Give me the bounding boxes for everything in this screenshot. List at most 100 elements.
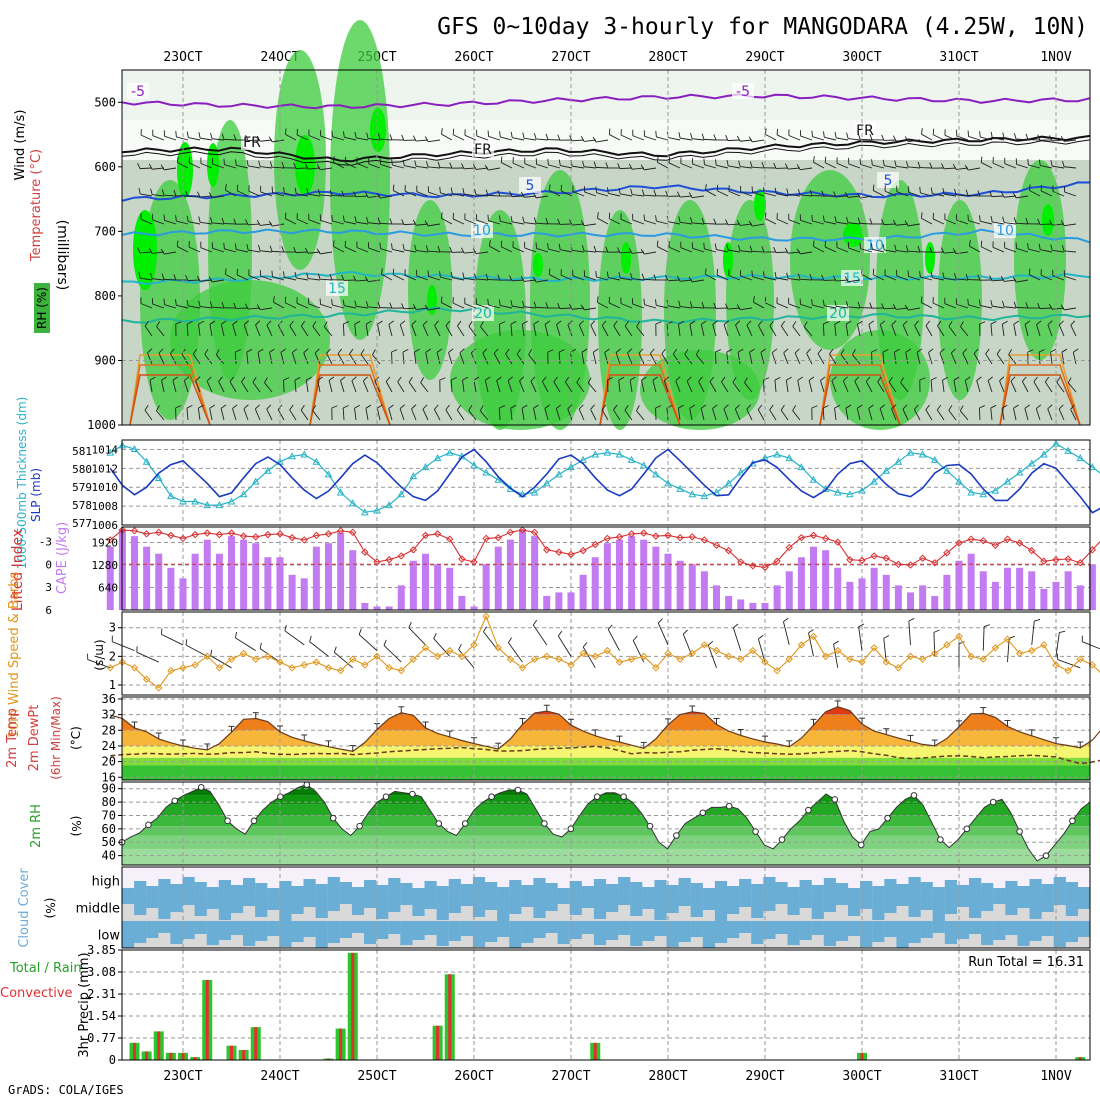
cape-bar xyxy=(409,560,417,610)
wind-barb-flag xyxy=(391,159,393,166)
x-tick-label-bottom: 30OCT xyxy=(842,1069,881,1084)
cloud-low-block xyxy=(1065,921,1078,942)
wind-barb xyxy=(241,381,249,393)
wind-barb-flag xyxy=(822,215,825,222)
wind-barb-flag xyxy=(865,376,871,382)
wind-barb xyxy=(354,324,357,337)
wind-barb-flag xyxy=(748,220,753,227)
cloud-low-block xyxy=(400,921,413,945)
cloud-high-block xyxy=(243,878,256,894)
wind-speed-point xyxy=(215,664,224,672)
wind-barb-flag xyxy=(917,161,921,168)
wind-barb xyxy=(140,277,153,281)
cape-bar xyxy=(628,536,636,610)
cloud-high-block xyxy=(835,883,849,894)
wind-barb-flag xyxy=(175,405,182,409)
wind-barb xyxy=(368,138,381,141)
wind-barb-flag xyxy=(522,132,525,139)
wind-barb-flag xyxy=(792,321,797,327)
wind-speed-point xyxy=(700,641,709,649)
cloud-high-block xyxy=(884,879,897,894)
cloud-low-block xyxy=(255,921,268,941)
wind-barb-flag xyxy=(725,219,729,226)
cloud-middle-block xyxy=(509,894,522,914)
wind-barb xyxy=(312,410,321,421)
wind-barb-flag xyxy=(497,274,501,281)
wind-barb xyxy=(248,190,261,197)
wind-barb xyxy=(356,305,369,309)
wind-barb xyxy=(1016,195,1029,199)
cloud-high-block xyxy=(485,882,498,894)
wind-barb xyxy=(212,195,225,199)
wind-barb xyxy=(285,133,297,141)
rh-point xyxy=(329,814,337,822)
wind-barb-flag xyxy=(834,216,837,223)
wind-speed-point xyxy=(579,649,587,658)
cloud-low-block xyxy=(702,921,715,948)
cloud-middle-block xyxy=(666,894,679,913)
wind-barb xyxy=(308,251,321,254)
wind-barb xyxy=(512,305,525,309)
cloud-low-block xyxy=(1053,921,1066,947)
wind-barb-flag xyxy=(449,246,453,253)
wind-barb-flag xyxy=(266,404,272,410)
contour-label-bg xyxy=(994,222,1016,238)
wind-barb-flag xyxy=(156,321,161,327)
wind-barb-flag xyxy=(493,348,499,354)
wind-speed-point xyxy=(397,666,405,675)
wind-barb xyxy=(1072,352,1077,365)
wind-barb-flag xyxy=(904,220,909,227)
wind-barb xyxy=(913,409,921,421)
precip-convective-bar xyxy=(351,952,355,1060)
wind-barb xyxy=(187,279,201,282)
precip-tick-label: 1.54 xyxy=(87,1009,116,1023)
wind-barb xyxy=(609,218,621,225)
wind-barb-flag xyxy=(976,376,982,381)
wind-barb-flag xyxy=(1024,404,1030,409)
wind-barb-flag xyxy=(209,320,216,325)
cape-bar xyxy=(591,557,599,610)
wind-barb-flag xyxy=(1038,159,1041,166)
wind-barb-flag xyxy=(411,404,417,410)
cloud-high-block xyxy=(896,884,909,894)
wind-barb xyxy=(147,352,153,365)
wind-barb-flag xyxy=(468,405,473,411)
wind-barb xyxy=(416,250,429,253)
cloud-low-block xyxy=(376,921,389,939)
wind-barb xyxy=(845,324,849,337)
wind-barb-flag xyxy=(533,133,537,140)
rh-panel-axis-label: 2m RH xyxy=(29,804,44,848)
wind-barb xyxy=(638,352,645,365)
wind-barb xyxy=(312,326,321,337)
wind-barb xyxy=(883,638,887,663)
cloud-low-block xyxy=(848,921,861,936)
wind-barb-flag xyxy=(797,189,801,196)
cape-bar xyxy=(979,571,987,610)
wind-barb xyxy=(656,136,669,141)
wind-barb xyxy=(861,273,873,281)
wind-barb xyxy=(411,324,417,337)
isotherm-line xyxy=(599,374,681,426)
wind-barb-flag xyxy=(796,164,801,170)
wind-barb-flag xyxy=(859,242,861,249)
wind-barb-flag xyxy=(894,244,897,251)
wind-barb xyxy=(872,248,885,253)
cloud-low-block xyxy=(981,921,994,945)
wind-barb-flag xyxy=(869,218,873,225)
cloud-low-block xyxy=(763,921,776,939)
wind-barb-flag xyxy=(746,320,752,326)
wind-barb-flag xyxy=(547,158,549,165)
wind-barb-flag xyxy=(245,219,249,226)
cape-bar xyxy=(567,592,575,610)
wind-barb-flag xyxy=(689,320,696,325)
lifted-index-point xyxy=(264,530,272,539)
cape-tick-label: 1280 xyxy=(92,559,119,572)
wind-barb xyxy=(613,409,621,421)
wind-barb xyxy=(152,303,165,309)
rh-moist-patch xyxy=(726,200,774,400)
thickness-point xyxy=(773,450,781,458)
cloud-middle-block xyxy=(533,894,546,918)
wind-barb xyxy=(689,408,693,421)
cloud-high-block xyxy=(1041,884,1054,894)
wind-barb-flag xyxy=(834,131,837,139)
